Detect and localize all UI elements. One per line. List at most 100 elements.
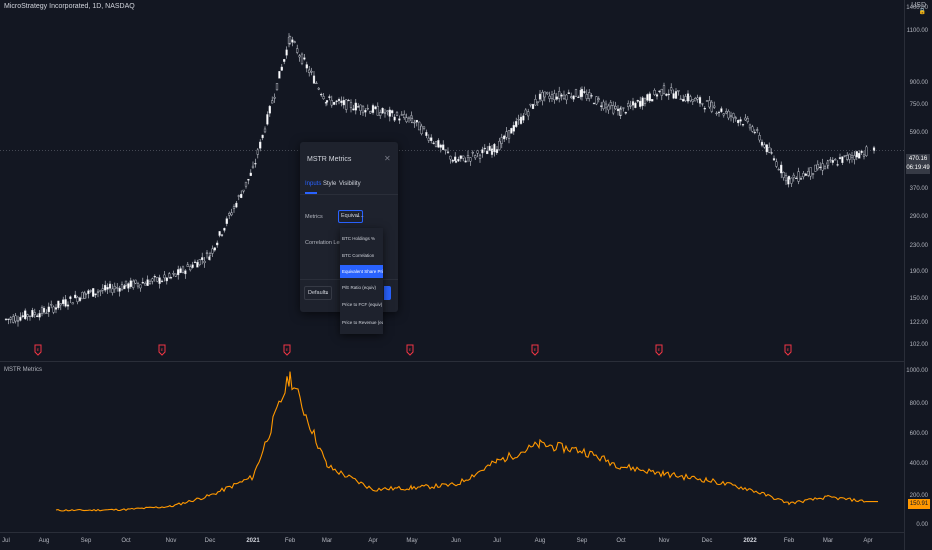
tab-visibility[interactable]: Visibility	[339, 181, 361, 187]
candle	[703, 106, 706, 113]
candle	[772, 155, 776, 162]
close-icon[interactable]: ✕	[384, 154, 391, 163]
candle	[352, 104, 355, 111]
candle	[24, 308, 27, 321]
candle	[580, 86, 584, 101]
candle	[28, 315, 32, 321]
candle	[181, 265, 185, 274]
candle	[708, 95, 711, 109]
candle	[232, 204, 236, 213]
currency-label[interactable]: USD 🔒	[911, 2, 926, 16]
candle	[648, 91, 651, 103]
candle	[858, 150, 861, 159]
candle	[710, 100, 713, 114]
indicator-axis-label: 800.00	[909, 401, 928, 407]
candle	[694, 96, 697, 102]
metrics-select-value: Equival...	[341, 213, 364, 219]
candle	[713, 101, 716, 109]
candle	[201, 252, 204, 265]
price-axis-label: 122.00	[909, 320, 928, 326]
candle	[136, 281, 140, 289]
price-chart[interactable]	[0, 0, 904, 360]
candle	[403, 110, 406, 120]
candle	[634, 101, 637, 109]
price-axis-label: 150.00	[909, 296, 928, 302]
metrics-select[interactable]: Equival... ⌄	[338, 210, 364, 223]
time-axis-label: Oct	[616, 538, 626, 544]
candle	[113, 282, 116, 293]
tab-inputs[interactable]: Inputs	[305, 181, 322, 187]
symbol-title[interactable]: MicroStrategy Incorporated, 1D, NASDAQ	[4, 3, 135, 10]
candle	[111, 284, 114, 296]
candle	[720, 106, 723, 113]
candle	[795, 176, 798, 180]
candle	[407, 116, 411, 123]
indicator-title[interactable]: MSTR Metrics	[4, 367, 42, 373]
candle	[391, 109, 394, 117]
dropdown-item-price-to-revenue[interactable]: Price to Revenue (equiv)	[342, 320, 383, 325]
candle	[760, 139, 764, 148]
defaults-button[interactable]: Defaults ⌄	[304, 286, 332, 300]
candle	[622, 107, 625, 112]
candle	[208, 251, 212, 261]
earnings-flag-icon[interactable]: E	[655, 344, 663, 356]
candle	[674, 88, 678, 100]
candle	[216, 240, 219, 248]
candle	[31, 307, 34, 318]
candle	[124, 280, 128, 288]
candle	[737, 119, 740, 127]
candle	[814, 164, 817, 172]
candle	[127, 282, 130, 293]
svg-text:E: E	[534, 347, 537, 352]
pane-divider[interactable]	[0, 361, 904, 362]
dropdown-item-btc-correlation[interactable]: BTC Correlation	[342, 253, 375, 258]
earnings-flag-icon[interactable]: E	[34, 344, 42, 356]
candle	[478, 153, 482, 163]
candle	[57, 300, 60, 310]
candle	[108, 280, 112, 293]
candle	[291, 36, 294, 47]
candle	[853, 150, 856, 165]
tab-divider	[300, 194, 398, 195]
candle	[682, 94, 685, 102]
candle	[96, 289, 100, 298]
candle	[531, 103, 535, 110]
dropdown-item-price-to-fcf[interactable]: Price to FCF (equiv)	[342, 302, 383, 307]
candle	[225, 216, 228, 227]
candle	[254, 158, 257, 168]
time-axis-label: Dec	[204, 538, 216, 544]
candle	[123, 284, 126, 290]
candle	[517, 114, 520, 125]
candle	[413, 119, 416, 128]
candle	[144, 281, 147, 286]
candle	[631, 97, 635, 111]
indicator-chart[interactable]	[0, 362, 904, 532]
candle	[775, 158, 778, 169]
time-axis-label: Jul	[493, 538, 501, 544]
time-axis-label: Dec	[701, 538, 713, 544]
candle	[577, 95, 580, 99]
earnings-flag-icon[interactable]: E	[406, 344, 414, 356]
candle	[529, 103, 532, 108]
svg-text:E: E	[286, 347, 289, 352]
candle	[168, 272, 171, 279]
candle	[325, 100, 329, 106]
candle	[753, 129, 756, 135]
dropdown-item-pe-ratio[interactable]: P/E Ratio (equiv)	[342, 285, 377, 290]
dropdown-item-btc-holdings[interactable]: BTC Holdings %	[342, 236, 376, 241]
candle	[383, 108, 387, 118]
dropdown-item-equivalent-share-price[interactable]: Equivalent Share Price	[340, 265, 383, 278]
candle	[405, 113, 408, 124]
earnings-flag-icon[interactable]: E	[283, 344, 291, 356]
ok-button[interactable]	[384, 286, 391, 300]
tab-style[interactable]: Style	[323, 181, 337, 187]
candle	[205, 250, 209, 259]
earnings-flag-icon[interactable]: E	[158, 344, 166, 356]
candle	[841, 156, 844, 166]
earnings-flag-icon[interactable]: E	[784, 344, 792, 356]
candle	[816, 160, 819, 171]
last-price-value: 470.16	[908, 156, 928, 162]
candle	[515, 117, 518, 128]
candle	[744, 114, 747, 122]
earnings-flag-icon[interactable]: E	[531, 344, 539, 356]
